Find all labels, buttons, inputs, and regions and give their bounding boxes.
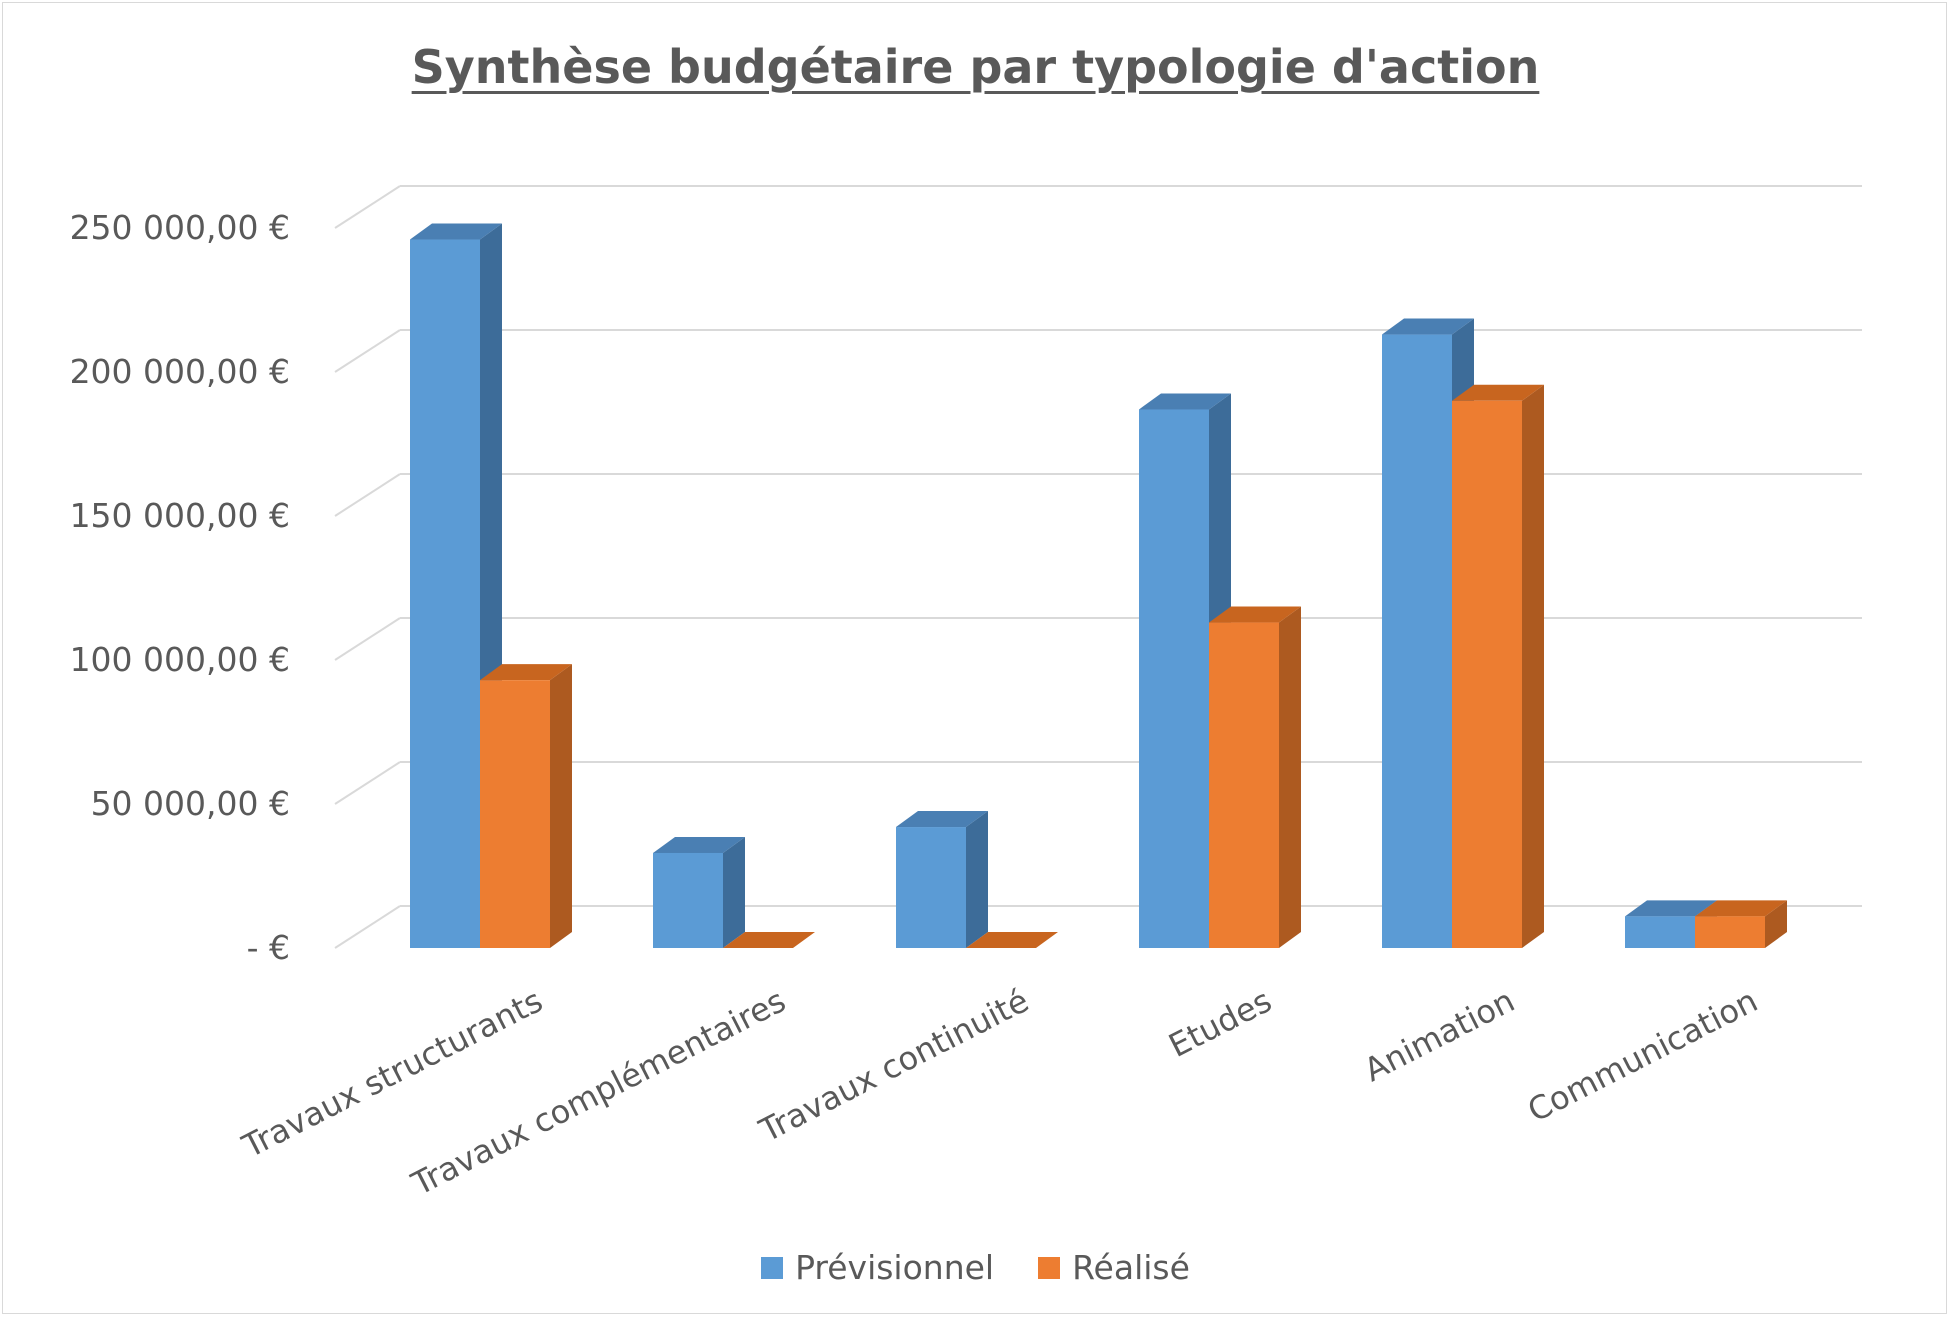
y-tick-label: - €	[247, 928, 290, 967]
legend-swatch	[1038, 1256, 1061, 1279]
bar-top	[1625, 900, 1717, 917]
bar-side	[1765, 900, 1787, 948]
bar-face	[1382, 334, 1452, 948]
legend-label: Prévisionnel	[795, 1248, 995, 1287]
x-category-label: Communication	[1522, 981, 1764, 1129]
bar-réalisé-1	[723, 932, 815, 948]
x-category-label: Travaux continuité	[753, 981, 1035, 1150]
bar-prévisionnel-2	[896, 811, 988, 948]
bar-top	[1695, 900, 1787, 917]
y-tick-label: 200 000,00 €	[70, 352, 290, 391]
bar-top	[1452, 384, 1544, 401]
bar-face	[1209, 622, 1279, 948]
gridlines	[334, 185, 1862, 949]
legend-item: Réalisé	[1038, 1248, 1190, 1287]
y-axis-ticks: - € 50 000,00 € 100 000,00 € 150 000,00 € 20…	[70, 208, 290, 967]
bar-side	[1522, 384, 1544, 948]
bar-face	[1139, 409, 1209, 948]
gridline-diagonal	[334, 185, 401, 229]
bar-side	[1279, 606, 1301, 948]
bar-top	[1139, 393, 1231, 410]
gridline-diagonal	[334, 905, 401, 949]
bar-top	[966, 932, 1058, 948]
x-category-label: Travaux complémentaires	[405, 981, 792, 1203]
bar-side	[966, 811, 988, 948]
x-category-label: Animation	[1358, 981, 1521, 1089]
bar-face	[410, 239, 480, 948]
legend-swatch	[761, 1256, 784, 1279]
bar-prévisionnel-3	[1139, 393, 1231, 948]
bars	[410, 223, 1787, 948]
y-tick-label: 100 000,00 €	[70, 640, 290, 679]
bar-top	[480, 664, 572, 681]
bar-top	[723, 932, 815, 948]
bar-face	[1452, 400, 1522, 948]
bar-réalisé-4	[1452, 384, 1544, 948]
x-category-label: Etudes	[1163, 981, 1278, 1065]
gridline-diagonal	[334, 473, 401, 517]
y-tick-label: 50 000,00 €	[91, 784, 290, 823]
bar-face	[896, 827, 966, 948]
bar-réalisé-2	[966, 932, 1058, 948]
bar-réalisé-3	[1209, 606, 1301, 948]
bar-top	[896, 811, 988, 828]
legend-item: Prévisionnel	[761, 1248, 994, 1287]
bar-prévisionnel-0	[410, 223, 502, 948]
bar-face	[1625, 916, 1695, 948]
legend: Prévisionnel Réalisé	[0, 1248, 1951, 1287]
bar-réalisé-5	[1695, 900, 1787, 948]
bar-top	[653, 836, 745, 853]
chart-title: Synthèse budgétaire par typologie d'acti…	[411, 40, 1540, 94]
legend-label: Réalisé	[1072, 1248, 1190, 1287]
bar-top	[1382, 318, 1474, 335]
bar-side	[723, 836, 745, 948]
gridline-diagonal	[334, 761, 401, 805]
gridline-diagonal	[334, 329, 401, 373]
y-tick-label: 150 000,00 €	[70, 496, 290, 535]
bar-prévisionnel-1	[653, 836, 745, 948]
bar-face	[1695, 916, 1765, 948]
bar-face	[480, 680, 550, 948]
bar-side	[550, 664, 572, 948]
bar-top	[410, 223, 502, 240]
bar-face	[653, 852, 723, 948]
bar-réalisé-0	[480, 664, 572, 948]
y-tick-label: 250 000,00 €	[70, 208, 290, 247]
gridline-diagonal	[334, 617, 401, 661]
bar-top	[1209, 606, 1301, 623]
